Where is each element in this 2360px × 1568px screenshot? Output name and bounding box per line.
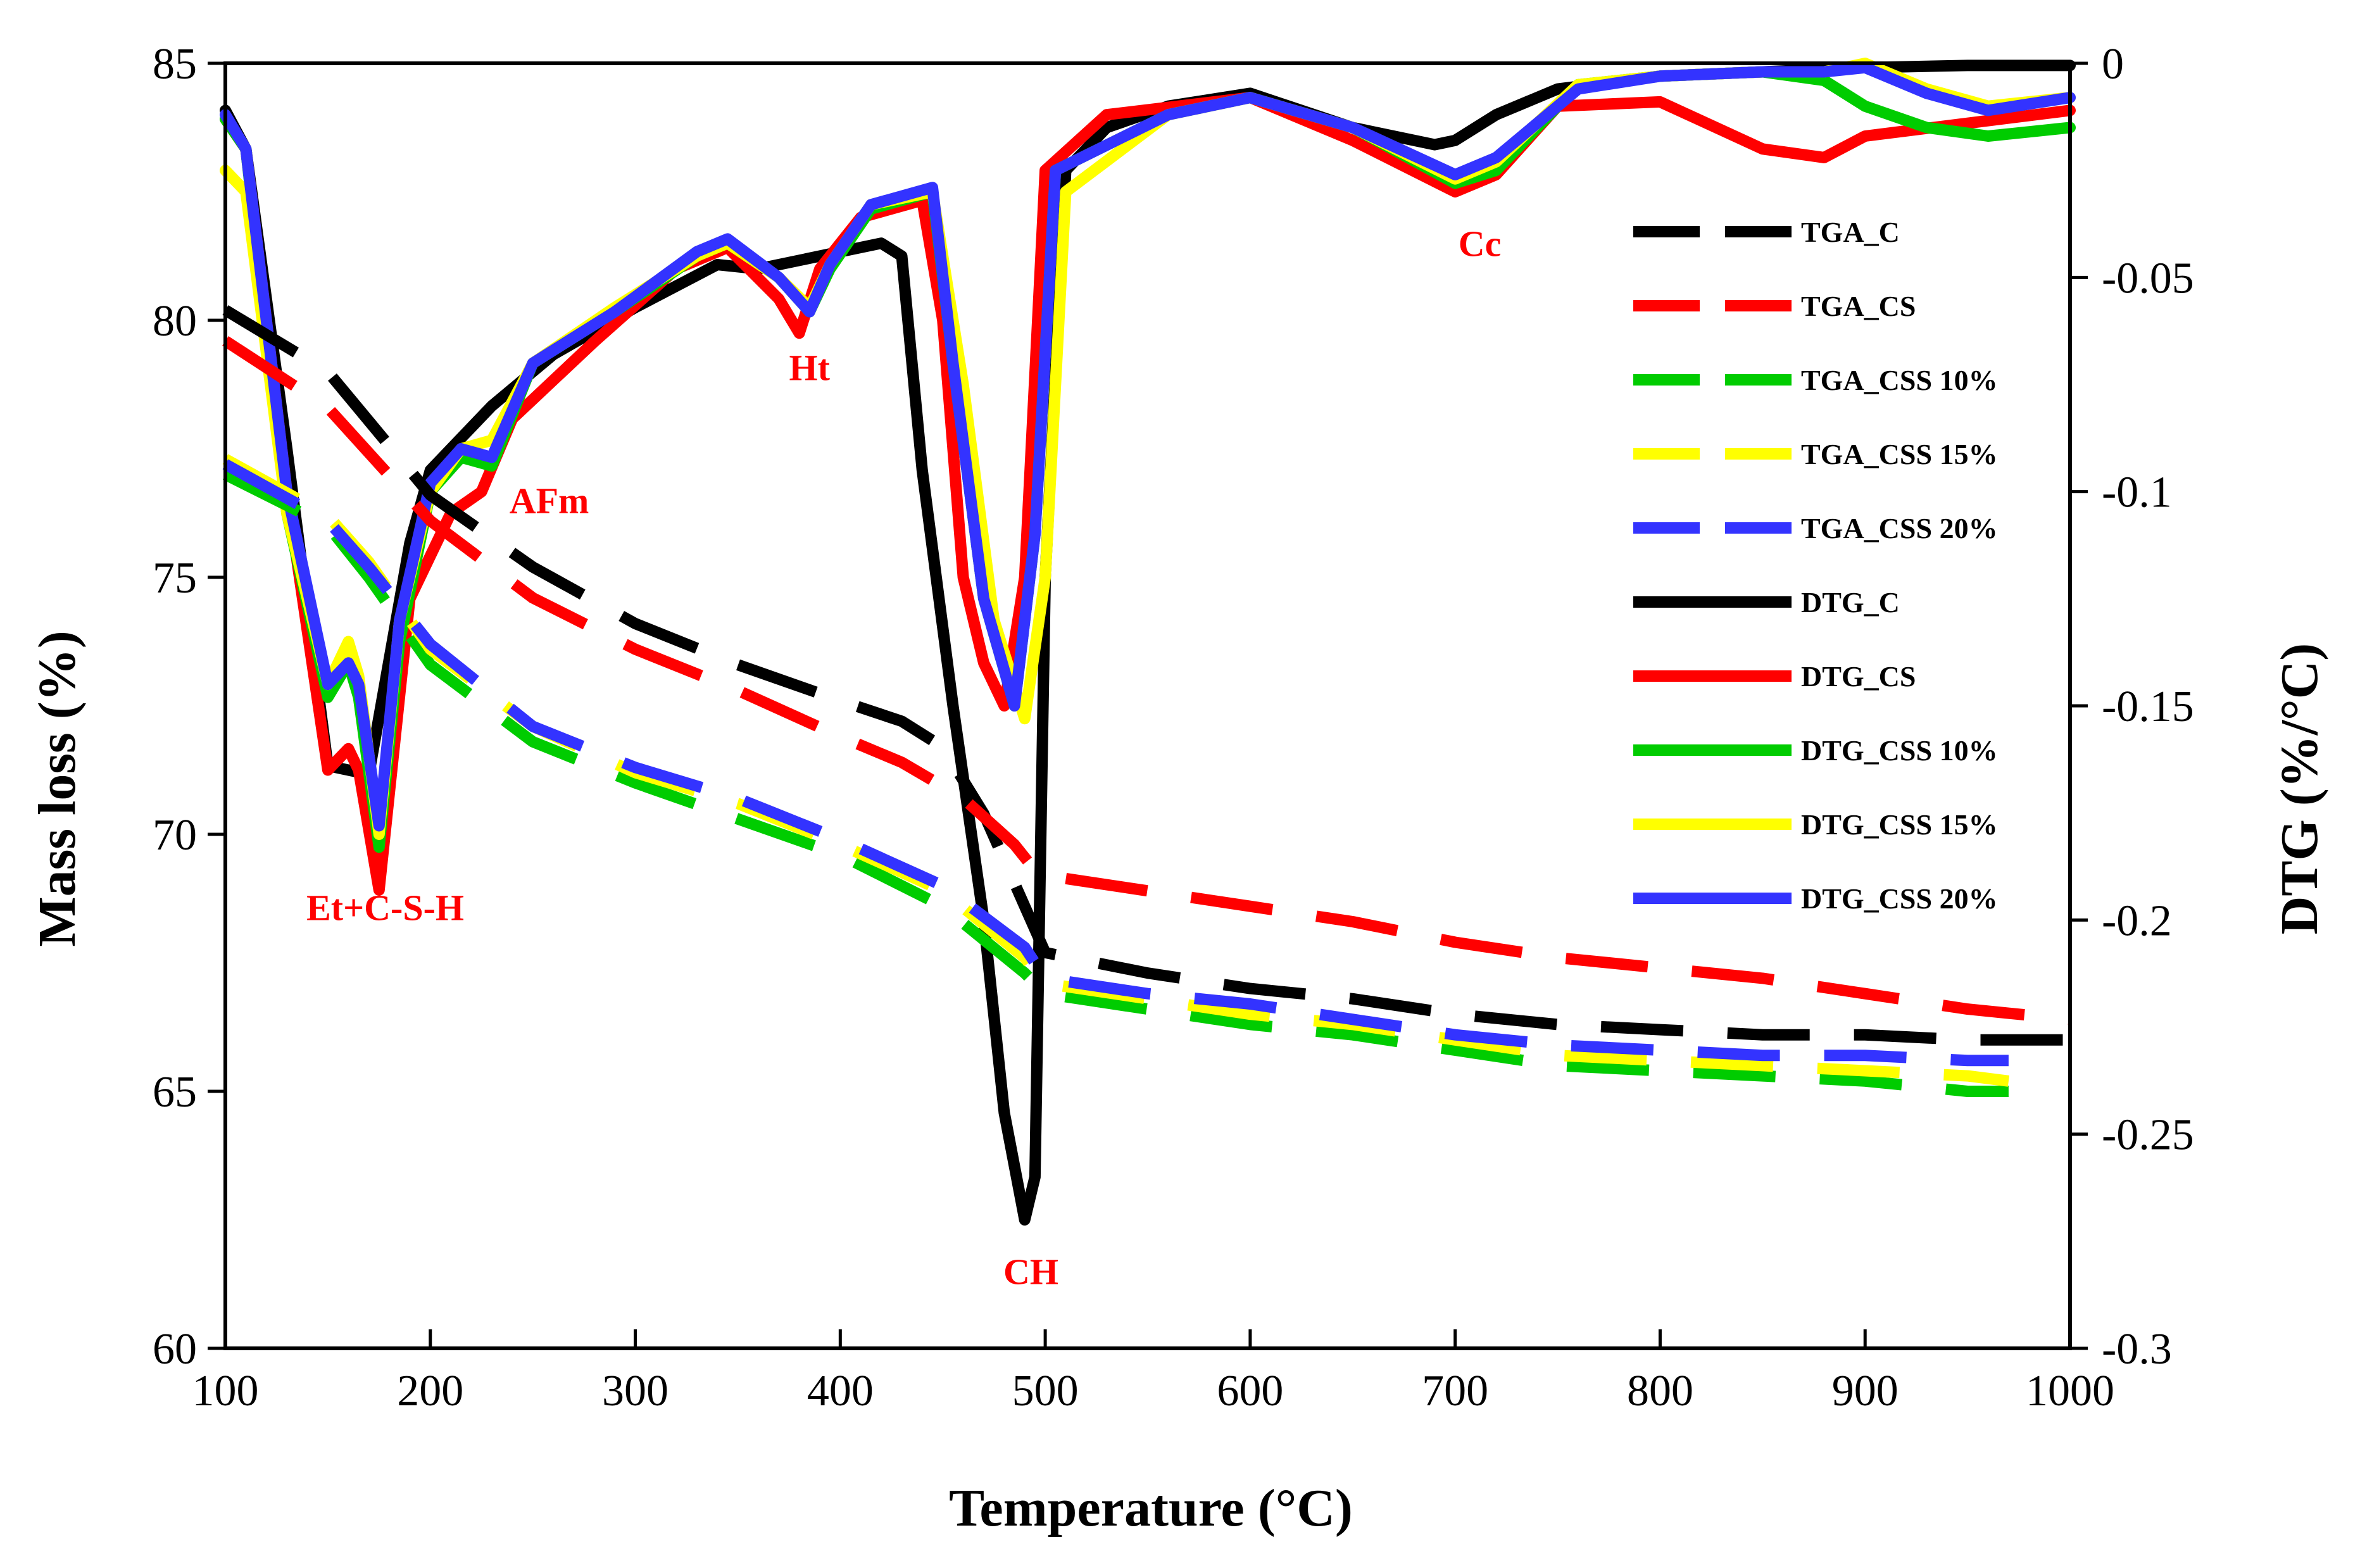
y2-tick-label: 0 [2102, 40, 2124, 89]
y2-tick-label: -0.2 [2102, 896, 2172, 945]
x-tick-label: 1000 [2026, 1367, 2114, 1415]
legend-label: TGA_CS [1801, 290, 1916, 322]
y2-tick-label: -0.15 [2102, 682, 2194, 731]
series-line-dtg-css-10- [220, 66, 2076, 853]
y-tick-label: 65 [153, 1068, 197, 1117]
legend-label: DTG_CSS 20% [1801, 882, 1998, 915]
series-layer [220, 58, 2076, 1226]
legend-label: DTG_CS [1801, 660, 1916, 693]
legend-label: DTG_CSS 10% [1801, 734, 1998, 767]
legend-label: TGA_CSS 10% [1801, 364, 1998, 396]
series-line-tga-css-10- [222, 469, 2009, 1097]
y-tick-label: 85 [153, 40, 197, 89]
y-tick-label: 80 [153, 297, 197, 346]
legend-label: DTG_C [1801, 586, 1900, 618]
legend: TGA_C TGA_CS TGA_CSS 10% TGA_CSS 15% TGA_CSS… [1633, 216, 1998, 915]
series-line-tga-cs [222, 336, 2071, 1025]
x-tick-label: 800 [1627, 1367, 1693, 1415]
y-tick-label: 60 [153, 1325, 197, 1374]
series-line-dtg-c [220, 60, 2076, 1226]
y-tick-label: 75 [153, 554, 197, 603]
y2-tick-label: -0.05 [2102, 254, 2194, 303]
x-tick-label: 700 [1422, 1367, 1488, 1415]
series-line-dtg-css-20- [220, 61, 2076, 832]
series-line-tga-c [222, 305, 2070, 1046]
y-axis-title: Mass loss (%) [28, 630, 87, 946]
x-axis-title: Temperature (°C) [949, 1479, 1353, 1538]
series-line-tga-css-20- [222, 459, 2009, 1067]
x-tick-label: 100 [192, 1367, 259, 1415]
y2-axis-title: DTG (%/°C) [2270, 643, 2329, 935]
y2-tick-label: -0.1 [2102, 468, 2172, 517]
x-tick-label: 300 [602, 1367, 668, 1415]
annotation-label: Et+C-S-H [306, 887, 464, 928]
legend-label: TGA_C [1801, 216, 1900, 248]
y2-tick-label: -0.25 [2102, 1111, 2194, 1160]
y-tick-label: 70 [153, 811, 197, 860]
x-tick-label: 400 [807, 1367, 874, 1415]
axes-layer: 100 200 300 400 500 600 700 800 900 1000606570758… [153, 40, 2194, 1415]
y2-tick-label: -0.3 [2102, 1325, 2172, 1374]
annotation-layer: Et+C-S-H AFm Ht CH Cc [306, 223, 1501, 1293]
annotation-label: AFm [510, 480, 589, 522]
x-tick-label: 900 [1832, 1367, 1899, 1415]
legend-label: TGA_CSS 20% [1801, 512, 1998, 544]
legend-label: TGA_CSS 15% [1801, 438, 1998, 470]
annotation-label: Ht [789, 348, 831, 389]
annotation-label: CH [1003, 1251, 1058, 1293]
plot-frame [223, 61, 2072, 1350]
series-line-dtg-cs [220, 92, 2076, 896]
annotation-label: Cc [1459, 223, 1502, 265]
x-tick-label: 600 [1217, 1367, 1283, 1415]
x-tick-label: 500 [1012, 1367, 1079, 1415]
legend-label: DTG_CSS 15% [1801, 808, 1998, 841]
x-tick-label: 200 [397, 1367, 463, 1415]
